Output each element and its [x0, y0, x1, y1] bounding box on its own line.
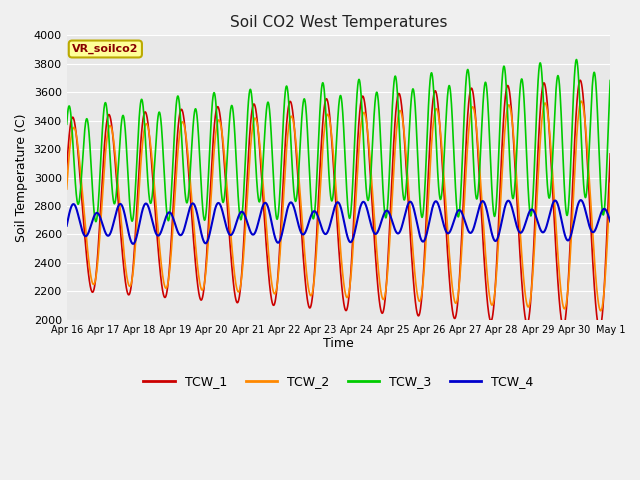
TCW_2	[607, 180, 614, 186]
TCW_4	[125, 230, 132, 236]
TCW_2	[597, 308, 605, 313]
TCW_1	[596, 326, 604, 332]
Line: TCW_3: TCW_3	[67, 60, 611, 222]
TCW_4	[129, 241, 137, 247]
TCW_4	[596, 214, 604, 219]
TCW_3	[596, 169, 604, 175]
Line: TCW_4: TCW_4	[67, 200, 611, 244]
TCW_2	[157, 258, 164, 264]
TCW_3	[573, 57, 580, 62]
TCW_2	[271, 291, 279, 297]
TCW_3	[538, 64, 545, 70]
Line: TCW_1: TCW_1	[67, 80, 611, 329]
TCW_4	[538, 228, 545, 234]
TCW_2	[537, 127, 545, 133]
TCW_1	[537, 97, 545, 103]
TCW_3	[92, 219, 100, 225]
TCW_3	[157, 120, 165, 125]
TCW_1	[157, 276, 164, 281]
TCW_4	[63, 223, 70, 228]
TCW_2	[63, 186, 70, 192]
Legend: TCW_1, TCW_2, TCW_3, TCW_4: TCW_1, TCW_2, TCW_3, TCW_4	[138, 370, 539, 393]
TCW_3	[607, 78, 614, 84]
TCW_1	[271, 299, 279, 305]
TCW_4	[157, 229, 165, 235]
Line: TCW_2: TCW_2	[67, 101, 611, 311]
TCW_1	[596, 326, 604, 332]
TCW_3	[271, 205, 279, 211]
TCW_2	[125, 282, 132, 288]
Text: VR_soilco2: VR_soilco2	[72, 44, 139, 54]
TCW_1	[295, 186, 303, 192]
Y-axis label: Soil Temperature (C): Soil Temperature (C)	[15, 113, 28, 242]
TCW_4	[295, 223, 303, 229]
TCW_2	[596, 307, 604, 312]
TCW_1	[125, 292, 132, 298]
TCW_1	[577, 77, 584, 83]
TCW_2	[295, 172, 303, 178]
TCW_3	[295, 166, 303, 172]
TCW_1	[63, 167, 70, 172]
TCW_4	[271, 235, 279, 241]
TCW_2	[577, 98, 585, 104]
TCW_3	[63, 121, 70, 127]
TCW_3	[125, 187, 132, 193]
TCW_4	[607, 218, 614, 224]
X-axis label: Time: Time	[323, 337, 354, 350]
TCW_4	[577, 197, 584, 203]
Title: Soil CO2 West Temperatures: Soil CO2 West Temperatures	[230, 15, 447, 30]
TCW_1	[607, 151, 614, 157]
